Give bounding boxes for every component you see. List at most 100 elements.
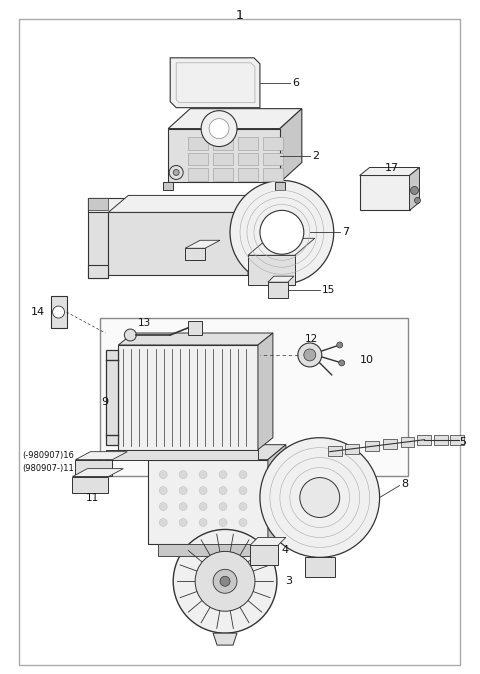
Text: 5: 5 <box>459 437 467 447</box>
Polygon shape <box>258 333 273 450</box>
Polygon shape <box>119 333 273 345</box>
Polygon shape <box>250 537 286 545</box>
Circle shape <box>179 470 187 479</box>
Circle shape <box>415 197 420 204</box>
Text: (980907-)11: (980907-)11 <box>23 464 74 473</box>
Polygon shape <box>268 282 288 298</box>
Text: 13: 13 <box>138 318 152 328</box>
Circle shape <box>199 518 207 526</box>
Text: 10: 10 <box>360 355 373 365</box>
Circle shape <box>300 478 340 518</box>
Polygon shape <box>88 265 108 278</box>
Circle shape <box>219 503 227 510</box>
Circle shape <box>209 119 229 139</box>
Polygon shape <box>108 195 268 212</box>
Polygon shape <box>328 446 342 456</box>
Polygon shape <box>409 168 420 210</box>
Polygon shape <box>268 276 294 282</box>
Polygon shape <box>400 437 415 447</box>
Polygon shape <box>250 545 278 565</box>
Circle shape <box>199 503 207 510</box>
Polygon shape <box>168 109 302 129</box>
Circle shape <box>159 487 167 495</box>
Circle shape <box>410 187 419 194</box>
Polygon shape <box>248 239 315 255</box>
Bar <box>238 152 258 166</box>
Polygon shape <box>360 168 420 175</box>
Text: 9: 9 <box>101 397 108 407</box>
Polygon shape <box>248 195 268 275</box>
Text: 15: 15 <box>322 285 335 295</box>
Circle shape <box>159 470 167 479</box>
Polygon shape <box>213 633 237 645</box>
Text: 3: 3 <box>285 576 292 586</box>
Circle shape <box>179 518 187 526</box>
Circle shape <box>239 503 247 510</box>
Text: 7: 7 <box>342 227 349 237</box>
Circle shape <box>219 487 227 495</box>
Polygon shape <box>148 445 286 460</box>
Polygon shape <box>75 460 112 476</box>
Bar <box>188 152 208 166</box>
Text: 4: 4 <box>282 545 289 555</box>
Bar <box>188 168 208 181</box>
Circle shape <box>304 349 316 361</box>
Bar <box>238 168 258 181</box>
Text: 12: 12 <box>305 334 318 344</box>
Polygon shape <box>72 468 123 477</box>
Circle shape <box>230 181 334 284</box>
Polygon shape <box>360 175 409 210</box>
Circle shape <box>173 169 179 175</box>
Circle shape <box>260 437 380 557</box>
Circle shape <box>179 503 187 510</box>
Bar <box>238 137 258 150</box>
Polygon shape <box>107 350 119 445</box>
Polygon shape <box>305 557 335 578</box>
Text: 11: 11 <box>85 493 99 503</box>
Bar <box>213 152 233 166</box>
Circle shape <box>179 487 187 495</box>
Circle shape <box>239 518 247 526</box>
Polygon shape <box>268 445 286 545</box>
Polygon shape <box>434 435 448 445</box>
Polygon shape <box>108 212 248 275</box>
Polygon shape <box>50 296 67 328</box>
Text: 8: 8 <box>402 479 408 489</box>
Circle shape <box>124 329 136 341</box>
Polygon shape <box>275 183 285 191</box>
Circle shape <box>201 111 237 146</box>
Bar <box>188 137 208 150</box>
Bar <box>263 168 283 181</box>
Text: 6: 6 <box>292 78 299 88</box>
Bar <box>263 152 283 166</box>
Circle shape <box>239 487 247 495</box>
Polygon shape <box>345 443 359 454</box>
Circle shape <box>169 166 183 179</box>
Circle shape <box>159 518 167 526</box>
Circle shape <box>339 360 345 366</box>
Polygon shape <box>88 198 230 212</box>
Polygon shape <box>185 248 205 260</box>
Circle shape <box>336 342 343 348</box>
Circle shape <box>52 306 64 318</box>
Polygon shape <box>88 198 108 278</box>
Polygon shape <box>383 439 396 449</box>
Polygon shape <box>450 435 464 445</box>
Polygon shape <box>158 545 258 556</box>
Circle shape <box>195 551 255 611</box>
Text: 17: 17 <box>384 164 399 173</box>
Bar <box>213 137 233 150</box>
Text: 1: 1 <box>236 9 244 22</box>
Circle shape <box>173 530 277 633</box>
Polygon shape <box>168 129 280 183</box>
Circle shape <box>199 487 207 495</box>
Bar <box>263 137 283 150</box>
Circle shape <box>199 470 207 479</box>
Polygon shape <box>75 452 127 460</box>
Polygon shape <box>107 450 258 460</box>
Polygon shape <box>148 460 268 545</box>
Polygon shape <box>170 58 260 108</box>
Circle shape <box>219 518 227 526</box>
Circle shape <box>219 470 227 479</box>
Circle shape <box>220 576 230 586</box>
